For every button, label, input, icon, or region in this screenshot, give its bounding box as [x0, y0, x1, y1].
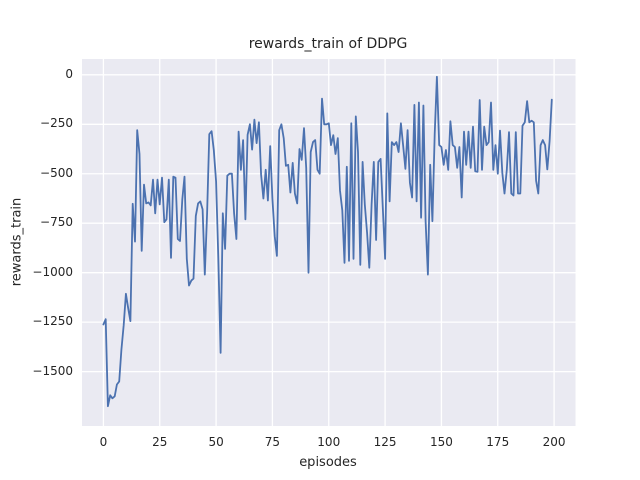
- y-tick-label: −1000: [32, 264, 73, 279]
- x-tick-label: 175: [486, 435, 510, 449]
- rewards-train-line-series: [102, 75, 553, 408]
- y-tick-label: −1500: [32, 363, 73, 378]
- x-axis-label: episodes: [299, 455, 357, 470]
- y-tick-label: −750: [40, 215, 73, 230]
- x-tick-label: 150: [429, 435, 453, 449]
- x-tick-label: 0: [99, 435, 108, 449]
- y-tick-label: 0: [65, 66, 73, 81]
- y-tick-label: −250: [40, 116, 73, 131]
- chart-title: rewards_train of DDPG: [248, 36, 408, 52]
- x-tick-label: 200: [542, 435, 566, 449]
- x-tick-label: 100: [317, 435, 341, 449]
- x-tick-label: 125: [373, 435, 397, 449]
- x-tick-label: 50: [208, 435, 224, 449]
- x-tick-label: 75: [264, 435, 281, 449]
- y-tick-label: −500: [40, 165, 73, 180]
- x-tick-label: 25: [152, 435, 168, 449]
- y-tick-label: −1250: [32, 314, 73, 329]
